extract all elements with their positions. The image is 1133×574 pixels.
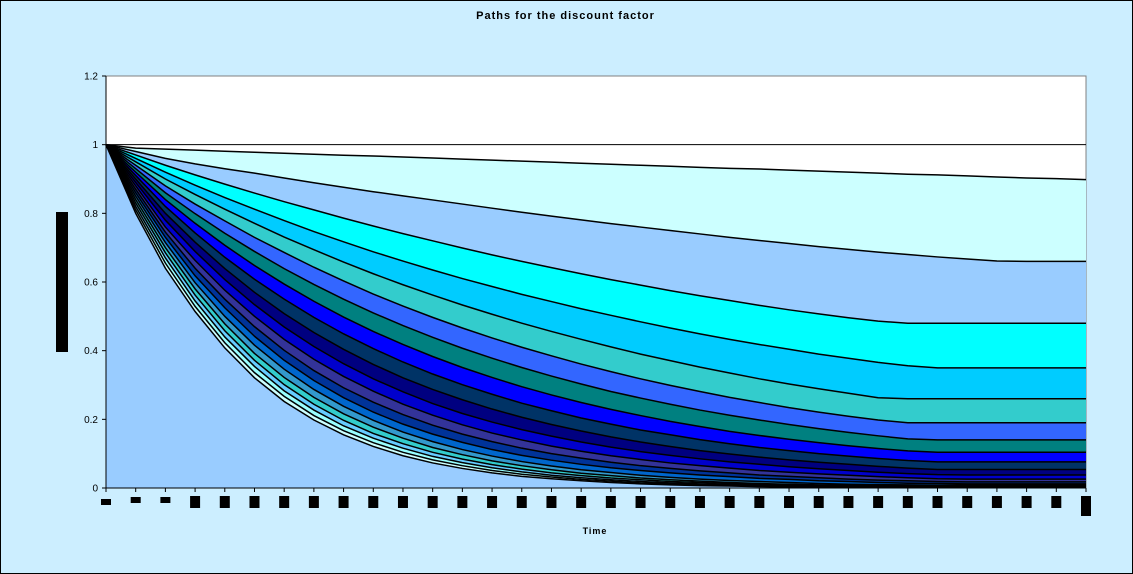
x-tick-label-redacted (694, 496, 705, 508)
x-tick-label-redacted (813, 496, 824, 508)
x-tick-label-redacted (427, 496, 438, 508)
line-series-4 (105, 143, 1086, 369)
x-tick-label-redacted (1081, 496, 1091, 516)
y-axis-label-redacted (56, 212, 68, 352)
x-tick-label-redacted (962, 496, 973, 508)
y-tick-label: 0 (92, 484, 98, 495)
x-tick-label-redacted (902, 496, 913, 508)
x-tick-label-redacted (784, 496, 795, 508)
x-tick-label-redacted (249, 496, 260, 508)
x-tick-label-redacted (160, 497, 171, 503)
y-tick-label: 1.2 (84, 72, 98, 83)
y-tick-label: 0.2 (84, 415, 98, 426)
x-tick-label-redacted (190, 496, 201, 508)
x-tick-label-redacted (516, 496, 527, 508)
line-series-8 (105, 144, 1086, 454)
line-series-7 (105, 144, 1086, 441)
y-tick-label: 0.8 (84, 209, 98, 220)
x-tick-label-redacted (308, 496, 319, 508)
line-series-5 (105, 144, 1086, 400)
x-tick-label-redacted (338, 496, 349, 508)
line-series-3 (105, 143, 1086, 324)
x-tick-label-redacted (605, 496, 616, 508)
x-axis-label: Time (582, 526, 608, 536)
area-series-14 (106, 144, 1086, 488)
x-tick-label-redacted (457, 496, 468, 508)
line-series-1 (105, 143, 1087, 181)
x-tick-label-redacted (991, 496, 1002, 508)
y-tick-label: 0.4 (84, 346, 98, 357)
x-tick-label-redacted (843, 496, 854, 508)
x-tick-label-redacted (368, 496, 379, 508)
x-tick-label-redacted (1051, 496, 1062, 508)
x-tick-label-redacted (873, 496, 884, 508)
line-series-13 (105, 144, 1086, 483)
line-series-11 (105, 144, 1086, 476)
y-tick-label: 0.6 (84, 278, 98, 289)
x-tick-label-redacted (635, 496, 646, 508)
x-tick-label-redacted (101, 499, 111, 505)
x-tick-label-redacted (932, 496, 943, 508)
y-tick-label: 1 (92, 140, 98, 151)
x-tick-label-redacted (665, 496, 676, 508)
x-tick-label-redacted (487, 496, 498, 508)
x-tick-label-redacted (397, 496, 408, 508)
x-tick-label-redacted (219, 496, 230, 508)
x-tick-label-redacted (279, 496, 290, 508)
x-tick-label-redacted (724, 496, 735, 508)
line-series-10 (105, 144, 1086, 471)
line-series-2 (105, 143, 1086, 263)
line-series-15 (105, 144, 1086, 487)
line-series-14 (105, 144, 1086, 485)
line-series-12 (105, 144, 1086, 480)
x-tick-label-redacted (1021, 496, 1032, 508)
x-tick-label-redacted (576, 496, 587, 508)
line-series-9 (105, 144, 1086, 463)
x-tick-label-redacted (546, 496, 557, 508)
area-series-20 (106, 144, 1086, 488)
line-series-6 (105, 144, 1086, 424)
x-tick-label-redacted (130, 497, 141, 503)
x-tick-label-redacted (754, 496, 765, 508)
chart-title: Paths for the discount factor (476, 10, 655, 22)
